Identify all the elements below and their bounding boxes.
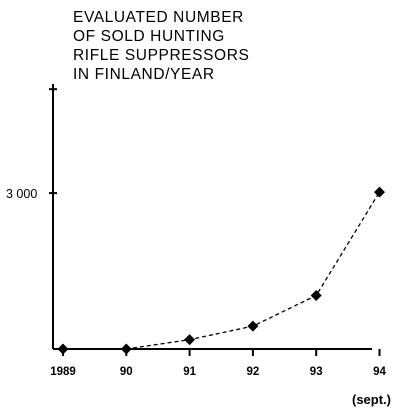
data-point-marker: [247, 320, 259, 332]
series-line: [63, 191, 381, 350]
x-tick-label: 93: [310, 366, 323, 378]
y-tick-label: 3 000: [6, 187, 37, 201]
x-tick-label: 92: [247, 366, 260, 378]
x-tick-label: 1989: [50, 366, 76, 378]
title-line-1: EVALUATED NUMBER: [73, 9, 244, 26]
chart-title: EVALUATED NUMBER OF SOLD HUNTING RIFLE S…: [73, 9, 249, 83]
data-point-marker: [57, 343, 69, 355]
x-ticks: 1989 90 91 92 93 94: [50, 349, 386, 378]
x-axis-note: (sept.): [352, 392, 391, 407]
series-layer: [57, 186, 385, 355]
data-point-marker: [374, 186, 385, 198]
data-point-marker: [184, 334, 196, 346]
x-tick-label: 90: [120, 366, 133, 378]
title-line-4: IN FINLAND/YEAR: [73, 66, 215, 83]
x-tick-label: 91: [183, 366, 196, 378]
y-ticks: 3 000: [6, 88, 57, 201]
data-point-marker: [310, 289, 322, 301]
title-line-2: OF SOLD HUNTING: [73, 28, 225, 45]
title-line-3: RIFLE SUPPRESSORS: [73, 47, 249, 64]
data-point-marker: [120, 343, 132, 355]
x-tick-label: 94: [373, 366, 386, 378]
